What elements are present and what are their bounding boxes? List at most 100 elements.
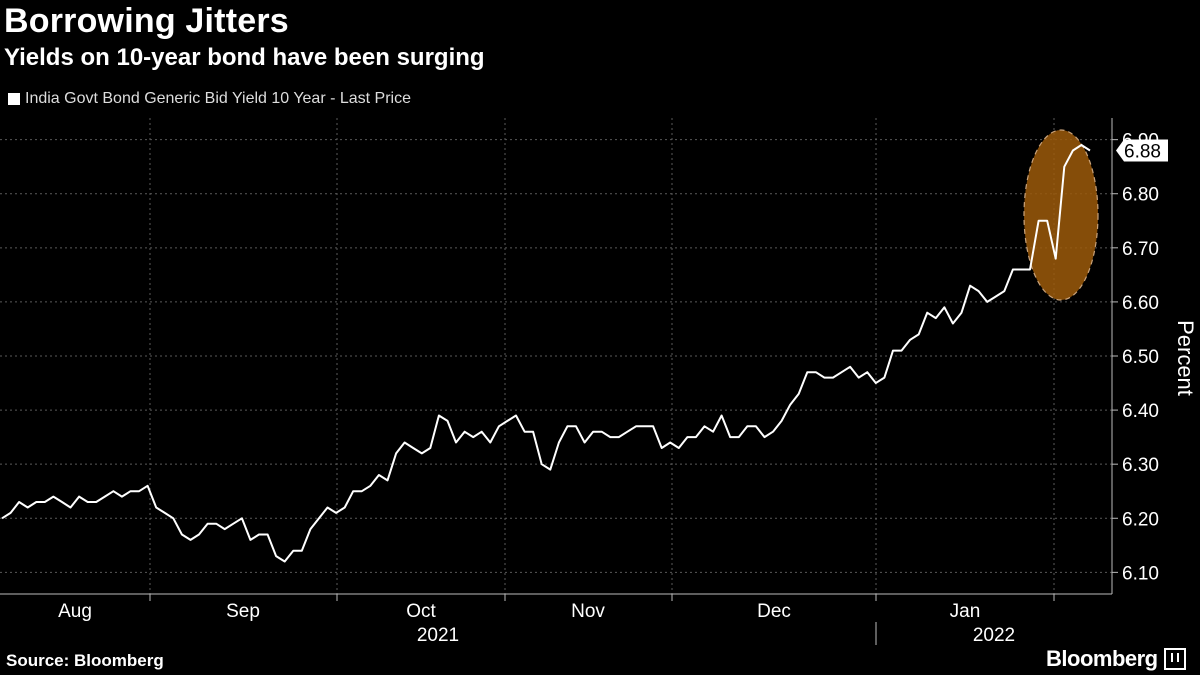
- data-point: [18, 501, 20, 503]
- data-point: [1072, 150, 1074, 152]
- data-point: [772, 431, 774, 433]
- y-tick-label: 6.40: [1122, 401, 1159, 422]
- data-point: [78, 496, 80, 498]
- data-point: [575, 425, 577, 427]
- data-point: [789, 404, 791, 406]
- data-point: [198, 534, 200, 536]
- data-point: [524, 431, 526, 433]
- y-tick-label: 6.30: [1122, 455, 1159, 476]
- data-point: [232, 523, 234, 525]
- y-tick-label: 6.20: [1122, 509, 1159, 530]
- data-point: [352, 490, 354, 492]
- data-point: [978, 290, 980, 292]
- data-point: [1012, 269, 1014, 271]
- year-label: 2021: [417, 625, 459, 646]
- y-tick-label: 6.50: [1122, 347, 1159, 368]
- data-point: [686, 436, 688, 438]
- data-point: [592, 431, 594, 433]
- data-point: [130, 490, 132, 492]
- data-point: [472, 436, 474, 438]
- data-point: [909, 339, 911, 341]
- data-point: [447, 420, 449, 422]
- chart-title: Borrowing Jitters: [4, 2, 289, 40]
- x-tick-label: Dec: [757, 601, 791, 622]
- data-point: [875, 382, 877, 384]
- data-point: [249, 539, 251, 541]
- year-label: 2022: [973, 625, 1015, 646]
- data-point: [35, 501, 37, 503]
- data-point: [267, 534, 269, 536]
- data-point: [1089, 150, 1091, 152]
- data-point: [849, 366, 851, 368]
- data-point: [652, 425, 654, 427]
- data-point: [455, 442, 457, 444]
- data-point: [309, 528, 311, 530]
- data-point: [61, 501, 63, 503]
- data-point: [755, 425, 757, 427]
- data-point: [301, 550, 303, 552]
- data-point: [549, 469, 551, 471]
- data-point: [712, 431, 714, 433]
- data-point: [421, 452, 423, 454]
- data-point: [995, 296, 997, 298]
- data-point: [361, 490, 363, 492]
- data-point: [798, 393, 800, 395]
- data-point: [224, 528, 226, 530]
- data-point: [738, 436, 740, 438]
- data-point: [558, 442, 560, 444]
- data-point: [10, 512, 12, 514]
- data-point: [661, 447, 663, 449]
- data-point: [704, 425, 706, 427]
- data-point: [926, 312, 928, 314]
- data-point: [823, 377, 825, 379]
- data-point: [258, 534, 260, 536]
- data-point: [1003, 290, 1005, 292]
- data-point: [112, 490, 114, 492]
- data-point: [721, 415, 723, 417]
- data-point: [961, 312, 963, 314]
- highlight-ellipse: [1023, 129, 1099, 301]
- data-point: [815, 371, 817, 373]
- data-point: [344, 507, 346, 509]
- data-point: [669, 442, 671, 444]
- data-point: [986, 301, 988, 303]
- data-point: [764, 436, 766, 438]
- data-point: [952, 323, 954, 325]
- data-point: [515, 415, 517, 417]
- data-point: [1, 517, 3, 519]
- legend-label: India Govt Bond Generic Bid Yield 10 Yea…: [25, 90, 412, 107]
- source-note: Source: Bloomberg: [6, 651, 164, 670]
- data-point: [429, 447, 431, 449]
- data-point: [438, 415, 440, 417]
- data-point: [369, 485, 371, 487]
- data-point: [284, 561, 286, 563]
- data-point: [164, 512, 166, 514]
- data-point: [172, 517, 174, 519]
- last-value-flag: [1116, 139, 1168, 162]
- data-point: [95, 501, 97, 503]
- data-point: [618, 436, 620, 438]
- legend-swatch: [8, 93, 20, 105]
- data-point: [746, 425, 748, 427]
- data-point: [387, 479, 389, 481]
- legend: India Govt Bond Generic Bid Yield 10 Yea…: [8, 90, 411, 108]
- data-point: [138, 490, 140, 492]
- data-point: [147, 485, 149, 487]
- data-point: [207, 523, 209, 525]
- data-point: [626, 431, 628, 433]
- data-point: [695, 436, 697, 438]
- data-point: [644, 425, 646, 427]
- data-point: [1063, 166, 1065, 168]
- data-point: [395, 452, 397, 454]
- brand-wordmark: Bloomberg: [1046, 646, 1158, 671]
- data-point: [1046, 220, 1048, 222]
- data-point: [935, 317, 937, 319]
- data-point: [943, 306, 945, 308]
- data-point: [858, 377, 860, 379]
- data-point: [104, 496, 106, 498]
- data-point: [918, 333, 920, 335]
- x-tick-label: Jan: [950, 601, 981, 622]
- data-point: [584, 442, 586, 444]
- data-point: [832, 377, 834, 379]
